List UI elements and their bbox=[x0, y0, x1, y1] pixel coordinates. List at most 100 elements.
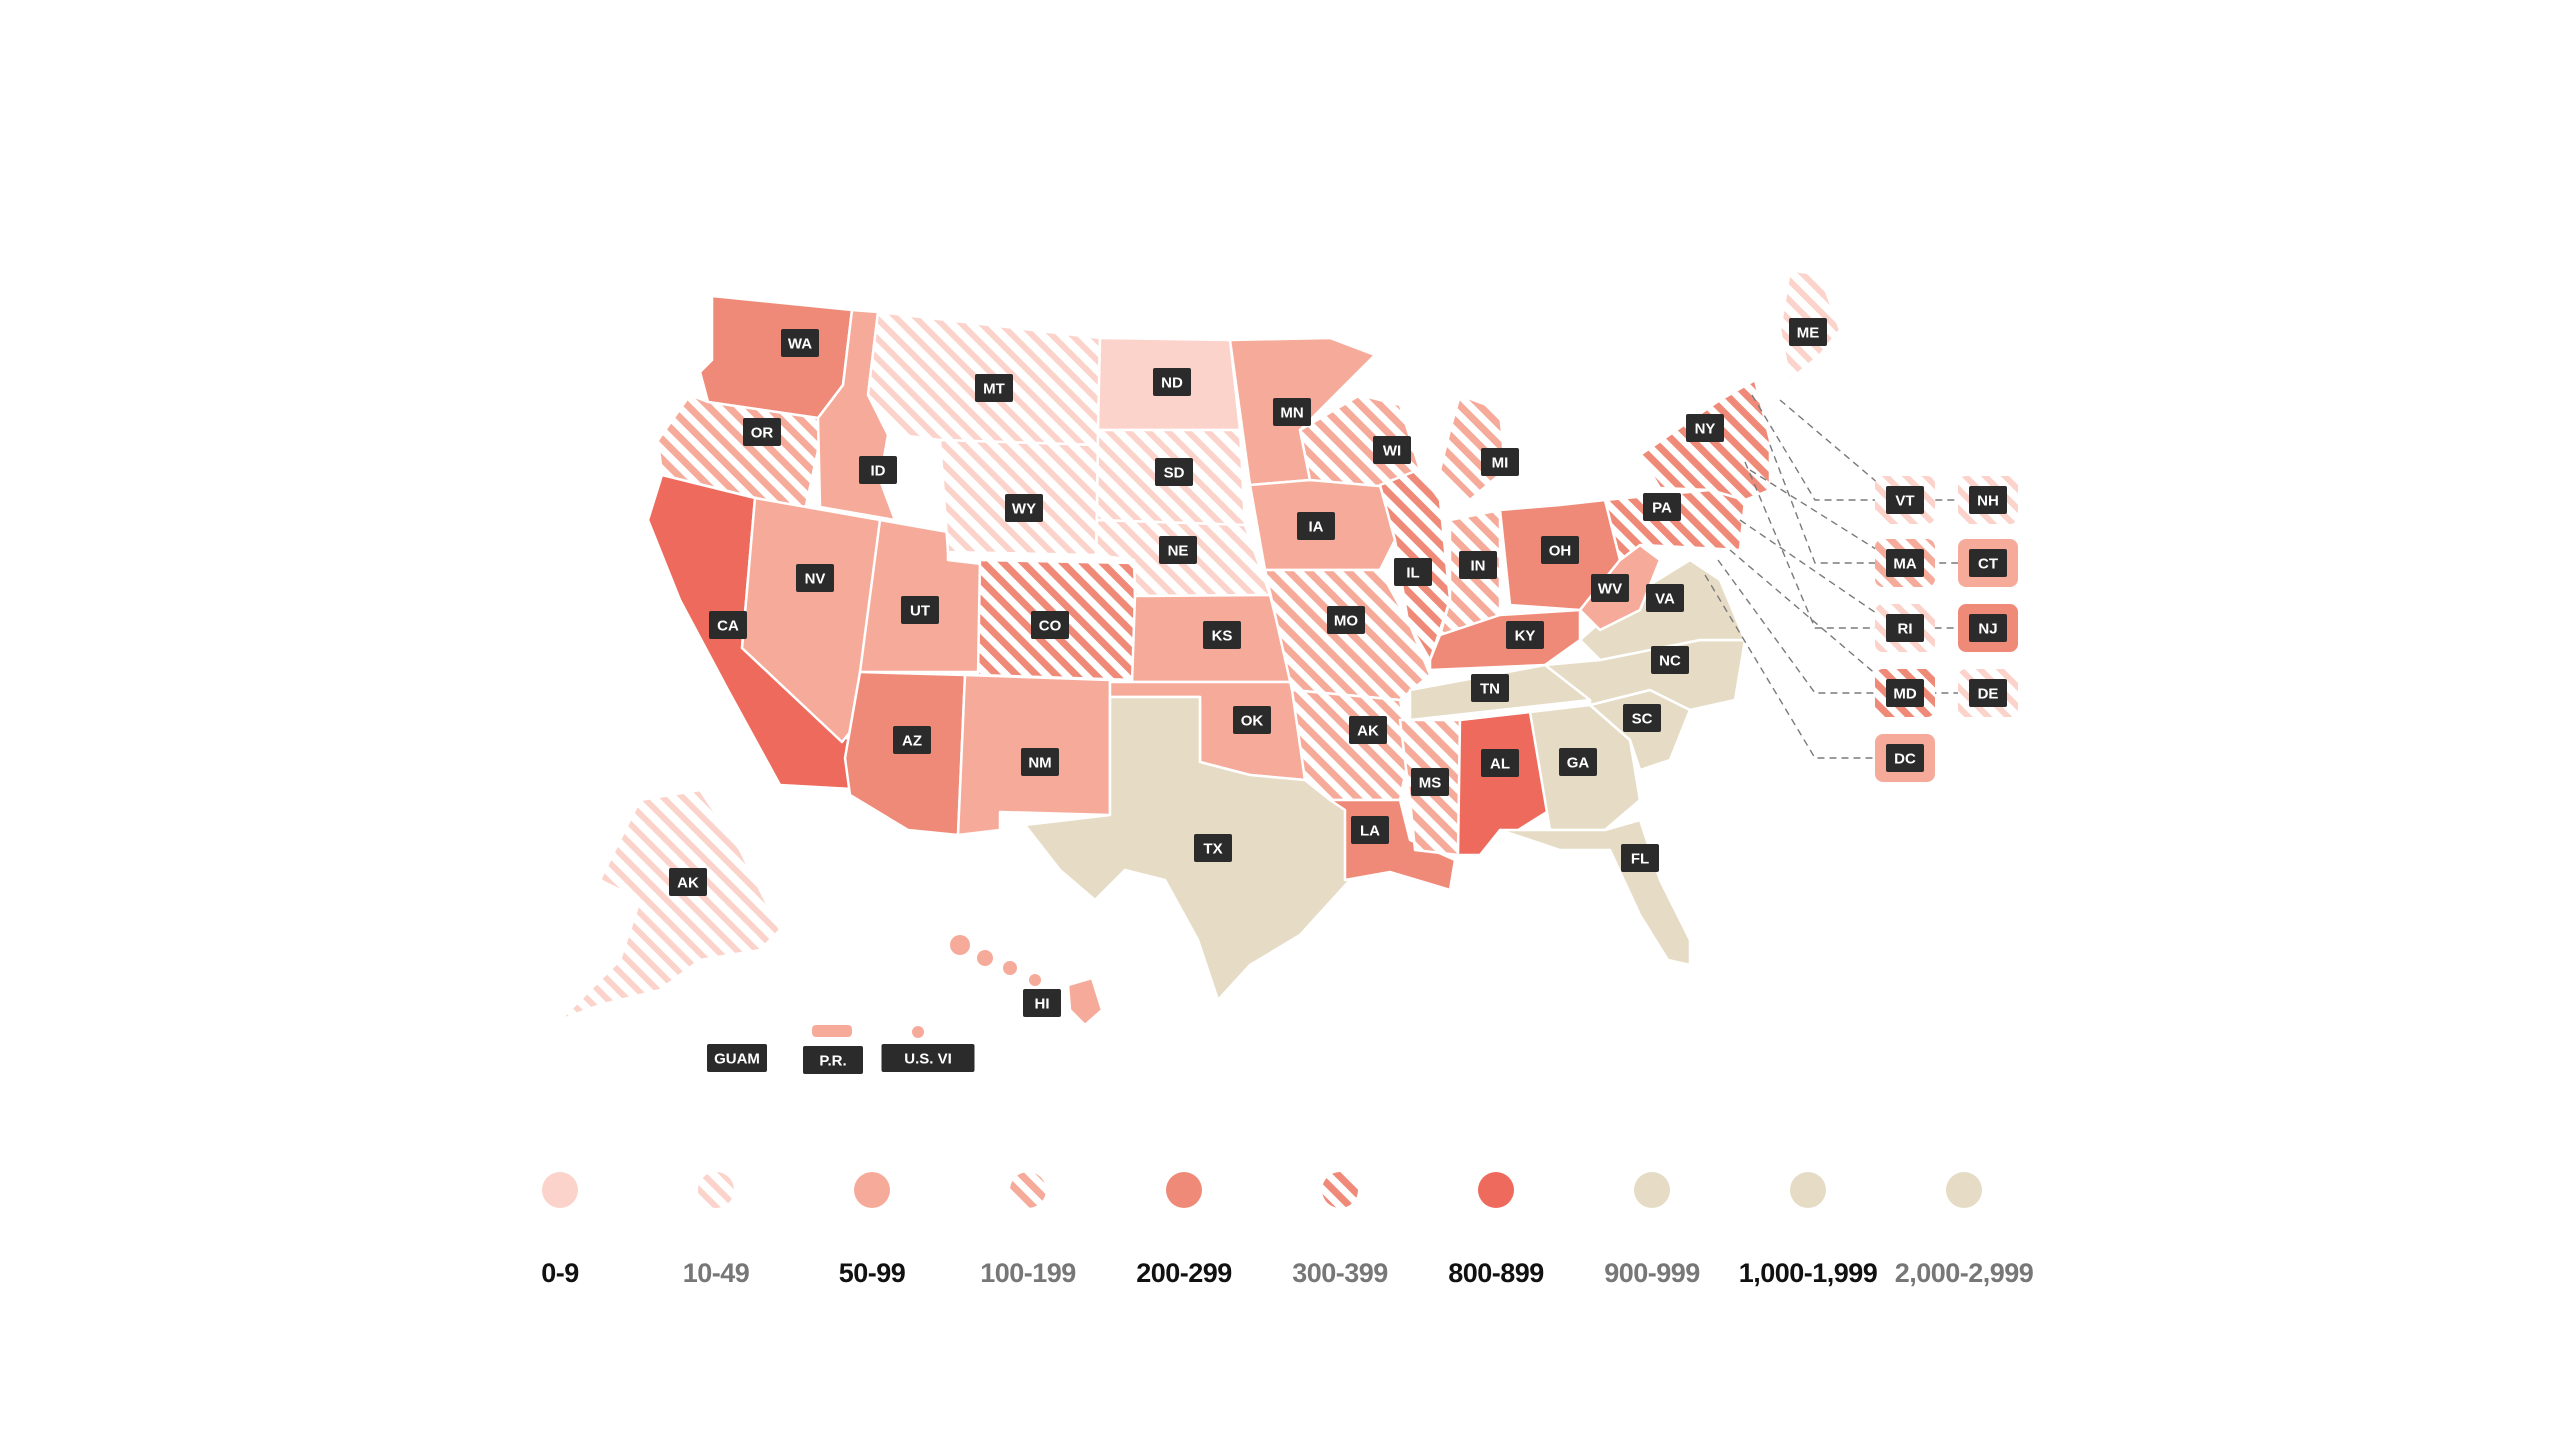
legend-item: 2,000-2,999 bbox=[1895, 1172, 2034, 1288]
hawaii-island bbox=[1029, 974, 1041, 986]
svg-text:IL: IL bbox=[1406, 565, 1419, 582]
svg-text:MI: MI bbox=[1492, 455, 1509, 472]
legend-swatch bbox=[1790, 1172, 1826, 1208]
callout-label-ri: RI bbox=[1886, 614, 1924, 642]
svg-text:U.S. VI: U.S. VI bbox=[904, 1051, 952, 1068]
label-tx: TX bbox=[1194, 834, 1232, 862]
label-mo: MO bbox=[1327, 606, 1365, 634]
label-az: AZ bbox=[893, 726, 931, 754]
svg-text:DE: DE bbox=[1978, 686, 1999, 703]
legend-item: 200-299 bbox=[1136, 1172, 1233, 1288]
callout-label-de: DE bbox=[1969, 679, 2007, 707]
svg-text:MN: MN bbox=[1280, 405, 1303, 422]
legend-item: 0-9 bbox=[541, 1172, 580, 1288]
label-pa: PA bbox=[1643, 493, 1681, 521]
svg-text:OR: OR bbox=[751, 425, 774, 442]
state-mi[interactable] bbox=[1438, 393, 1507, 502]
state-tx[interactable] bbox=[1023, 695, 1352, 1002]
svg-text:IN: IN bbox=[1471, 558, 1486, 575]
state-wa[interactable] bbox=[698, 294, 854, 420]
svg-text:ID: ID bbox=[871, 463, 886, 480]
label-ks: KS bbox=[1203, 621, 1241, 649]
label-ky: KY bbox=[1506, 621, 1544, 649]
legend-swatch bbox=[542, 1172, 578, 1208]
label-ne: NE bbox=[1159, 536, 1197, 564]
leader-dc bbox=[1704, 574, 1877, 759]
state-hi[interactable] bbox=[1066, 976, 1104, 1027]
label-tn: TN bbox=[1471, 674, 1509, 702]
svg-text:P.R.: P.R. bbox=[819, 1053, 846, 1070]
svg-text:NE: NE bbox=[1168, 543, 1189, 560]
legend-swatch bbox=[1322, 1172, 1358, 1208]
label-ca: CA bbox=[709, 611, 747, 639]
svg-text:FL: FL bbox=[1631, 851, 1649, 868]
state-fl[interactable] bbox=[1498, 818, 1692, 967]
label-hi: HI bbox=[1023, 989, 1061, 1017]
legend-label: 300-399 bbox=[1292, 1258, 1388, 1288]
svg-text:WA: WA bbox=[788, 336, 812, 353]
legend-swatch bbox=[1010, 1172, 1046, 1208]
legend-label: 50-99 bbox=[839, 1258, 906, 1288]
leader-vt bbox=[1751, 394, 1877, 501]
label-me: ME bbox=[1789, 318, 1827, 346]
svg-text:NH: NH bbox=[1977, 493, 1999, 510]
legend-label: 10-49 bbox=[683, 1258, 750, 1288]
legend-item: 1,000-1,999 bbox=[1739, 1172, 1878, 1288]
label-wi: WI bbox=[1373, 436, 1411, 464]
svg-text:TN: TN bbox=[1480, 681, 1500, 698]
svg-text:MO: MO bbox=[1334, 613, 1358, 630]
label-co: CO bbox=[1031, 611, 1069, 639]
svg-text:LA: LA bbox=[1360, 823, 1380, 840]
states-layer bbox=[558, 268, 1842, 1038]
label-nv: NV bbox=[796, 564, 834, 592]
svg-text:CT: CT bbox=[1978, 556, 1998, 573]
label-mt: MT bbox=[975, 374, 1013, 402]
svg-text:SD: SD bbox=[1164, 465, 1185, 482]
label-ms: MS bbox=[1411, 768, 1449, 796]
svg-text:UT: UT bbox=[910, 603, 930, 620]
label-al: AL bbox=[1481, 749, 1519, 777]
svg-text:AZ: AZ bbox=[902, 733, 922, 750]
legend-label: 2,000-2,999 bbox=[1895, 1258, 2034, 1288]
legend-item: 10-49 bbox=[683, 1172, 750, 1288]
legend-label: 100-199 bbox=[980, 1258, 1076, 1288]
label-il: IL bbox=[1394, 558, 1432, 586]
svg-text:MT: MT bbox=[983, 381, 1005, 398]
leader-nj bbox=[1739, 519, 1960, 629]
label-fl: FL bbox=[1621, 844, 1659, 872]
label-va: VA bbox=[1646, 584, 1684, 612]
legend-swatch bbox=[1478, 1172, 1514, 1208]
label-territory: U.S. VI bbox=[881, 1044, 975, 1072]
label-wv: WV bbox=[1591, 574, 1629, 602]
territory-vi-shape bbox=[912, 1026, 924, 1038]
legend-item: 100-199 bbox=[980, 1172, 1077, 1288]
label-sc: SC bbox=[1623, 704, 1661, 732]
svg-text:KY: KY bbox=[1515, 628, 1536, 645]
svg-text:MA: MA bbox=[1893, 556, 1916, 573]
leader-md bbox=[1717, 559, 1877, 694]
legend-swatch bbox=[854, 1172, 890, 1208]
label-territory: P.R. bbox=[803, 1046, 863, 1074]
svg-text:CO: CO bbox=[1039, 618, 1062, 635]
legend-item: 50-99 bbox=[839, 1172, 906, 1288]
callout-label-nj: NJ bbox=[1969, 614, 2007, 642]
legend-item: 300-399 bbox=[1292, 1172, 1389, 1288]
leader-ri bbox=[1744, 461, 1877, 629]
svg-text:VT: VT bbox=[1895, 493, 1914, 510]
label-ak: AK bbox=[669, 868, 707, 896]
state-ak[interactable] bbox=[1290, 688, 1412, 802]
state-ak[interactable] bbox=[558, 788, 782, 1022]
state-labels: WA OR CA ID NV UT AZ MT WY CO NM ND SD NE KS OK TX MN IA MO… bbox=[669, 318, 2007, 1074]
svg-text:NY: NY bbox=[1695, 421, 1716, 438]
legend-swatch bbox=[1946, 1172, 1982, 1208]
legend-label: 200-299 bbox=[1136, 1258, 1232, 1288]
label-territory: GUAM bbox=[707, 1044, 767, 1072]
label-or: OR bbox=[743, 418, 781, 446]
label-nm: NM bbox=[1021, 748, 1059, 776]
svg-text:OH: OH bbox=[1549, 543, 1572, 560]
label-wa: WA bbox=[781, 329, 819, 357]
callout-label-dc: DC bbox=[1886, 744, 1924, 772]
svg-text:AK: AK bbox=[677, 875, 699, 892]
svg-text:OK: OK bbox=[1241, 713, 1264, 730]
legend-label: 0-9 bbox=[541, 1258, 579, 1288]
